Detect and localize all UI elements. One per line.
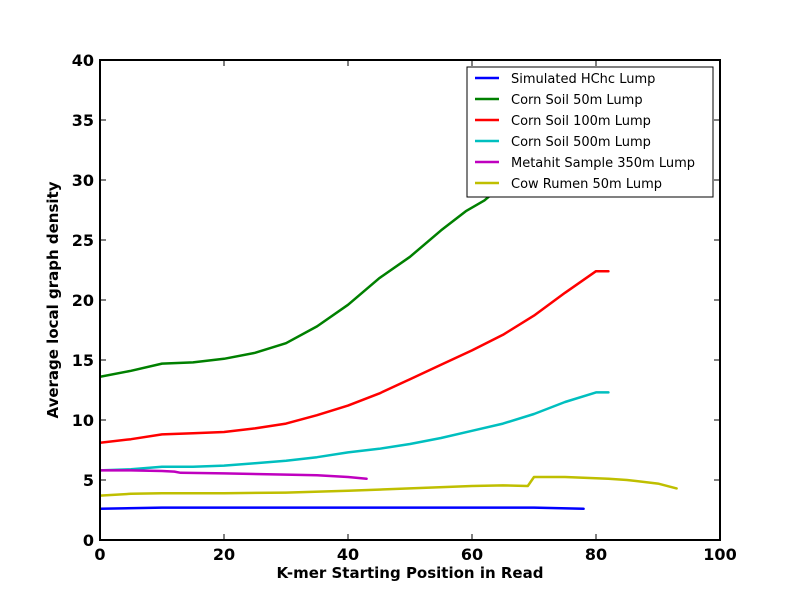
x-tick-label: 40 bbox=[337, 545, 359, 564]
ticks-layer: 0 20 40 60 80 100 0 5 10 15 20 25 30 35 40 bbox=[72, 51, 737, 564]
x-tick-label: 20 bbox=[213, 545, 235, 564]
series-layer bbox=[100, 183, 678, 511]
y-tick-label: 5 bbox=[83, 471, 94, 490]
y-tick-label: 35 bbox=[72, 111, 94, 130]
legend-entry-label: Simulated HChc Lump bbox=[511, 72, 655, 87]
x-tick-label: 60 bbox=[461, 545, 483, 564]
legend-entry-label: Metahit Sample 350m Lump bbox=[511, 156, 695, 171]
x-tick-label: 80 bbox=[585, 545, 607, 564]
y-tick-label: 15 bbox=[72, 351, 94, 370]
series-line-simulated-hchc-lump bbox=[100, 506, 585, 511]
y-tick-label: 20 bbox=[72, 291, 94, 310]
series-line-cow-rumen-50m-lump bbox=[100, 475, 678, 497]
legend-entry-label: Cow Rumen 50m Lump bbox=[511, 177, 662, 192]
series-line-corn-soil-50m-lump bbox=[100, 183, 505, 379]
legend-box bbox=[466, 66, 714, 198]
x-axis-label: K-mer Starting Position in Read bbox=[277, 564, 544, 582]
x-tick-label: 100 bbox=[703, 545, 736, 564]
y-tick-label: 10 bbox=[72, 411, 94, 430]
legend-entry-label: Corn Soil 50m Lump bbox=[511, 93, 643, 108]
y-axis-label: Average local graph density bbox=[44, 181, 62, 418]
legend-entry-label: Corn Soil 100m Lump bbox=[511, 114, 651, 129]
series-line-corn-soil-100m-lump bbox=[100, 269, 610, 445]
legend-entry-label: Corn Soil 500m Lump bbox=[511, 135, 651, 150]
x-tick-label: 0 bbox=[94, 545, 105, 564]
y-tick-label: 40 bbox=[72, 51, 94, 70]
y-tick-label: 0 bbox=[83, 531, 94, 550]
legend: Simulated HChc Lump Corn Soil 50m Lump Cor… bbox=[466, 66, 714, 198]
y-tick-label: 30 bbox=[72, 171, 94, 190]
y-tick-label: 25 bbox=[72, 231, 94, 250]
series-line-corn-soil-500m-lump bbox=[100, 391, 610, 472]
series-line-metahit-sample-350m-lump bbox=[100, 469, 368, 481]
